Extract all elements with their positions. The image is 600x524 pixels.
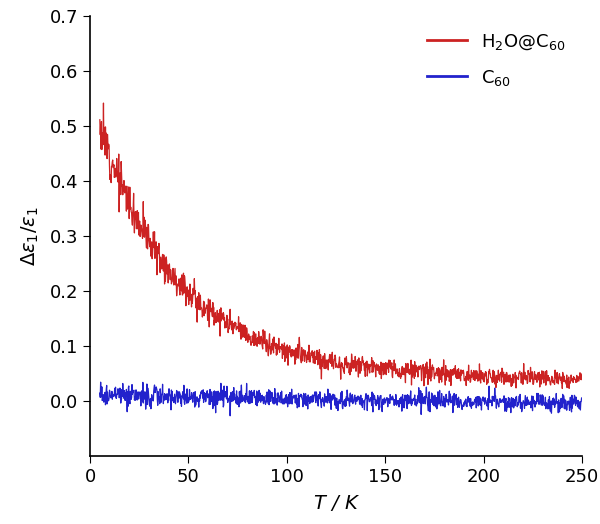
X-axis label: T / K: T / K <box>314 494 358 513</box>
Y-axis label: $\Delta\varepsilon_1/\varepsilon_1$: $\Delta\varepsilon_1/\varepsilon_1$ <box>20 206 41 266</box>
Legend: $\mathrm{H_2O@C_{60}}$, $\mathrm{C_{60}}$: $\mathrm{H_2O@C_{60}}$, $\mathrm{C_{60}}… <box>420 25 573 95</box>
